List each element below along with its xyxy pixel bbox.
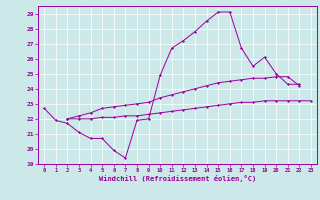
X-axis label: Windchill (Refroidissement éolien,°C): Windchill (Refroidissement éolien,°C) (99, 175, 256, 182)
